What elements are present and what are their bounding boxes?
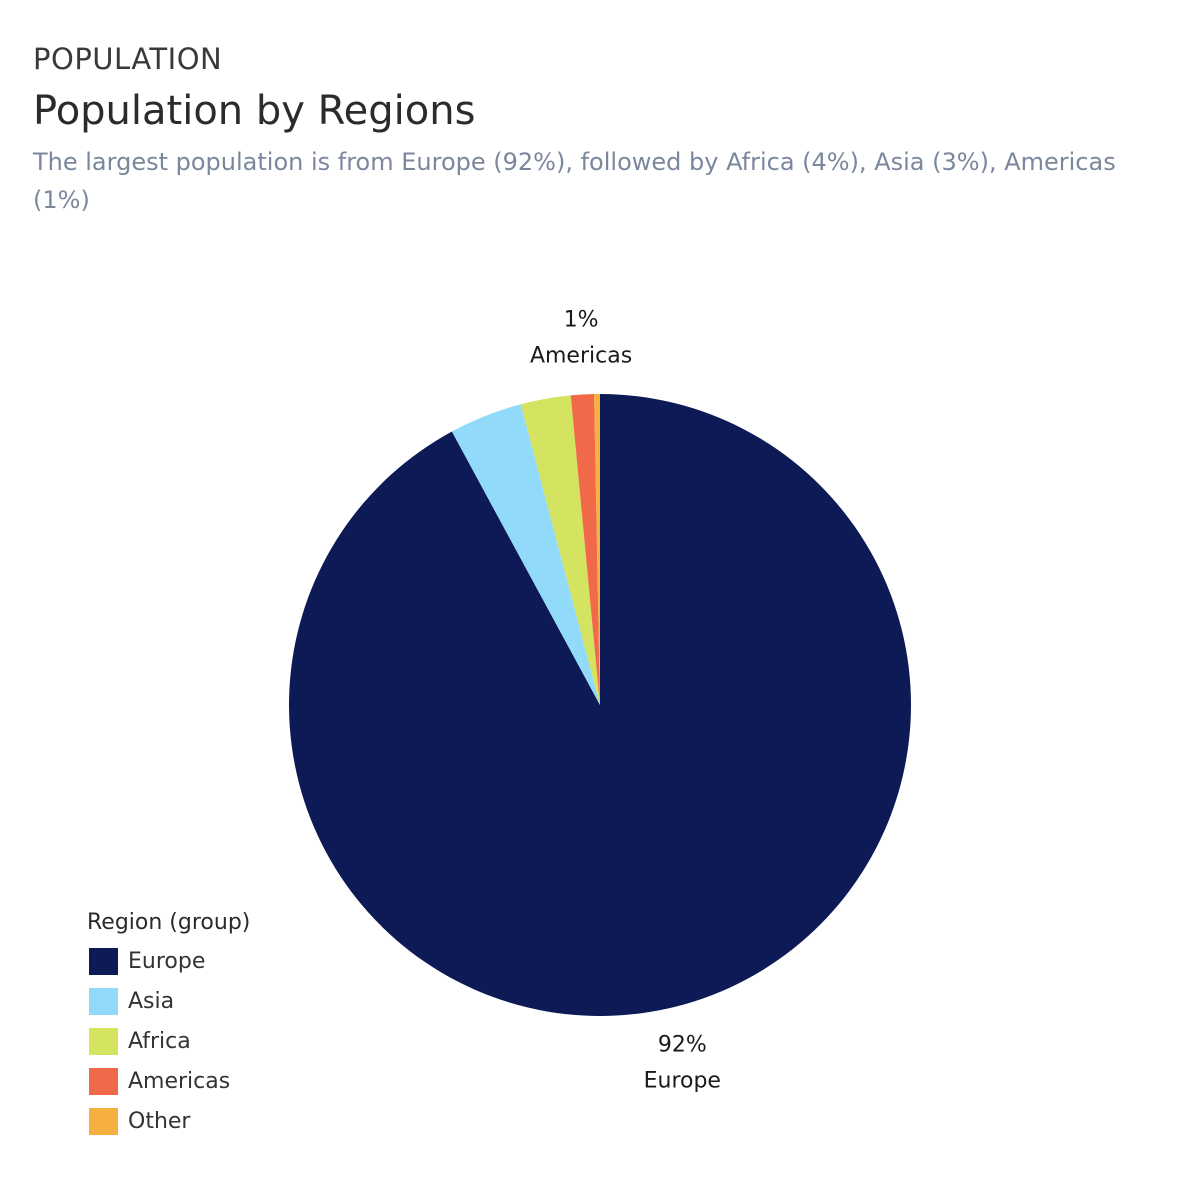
data-label-value: 1% <box>564 308 599 333</box>
legend-item-asia[interactable]: Asia <box>87 981 250 1021</box>
legend-swatch <box>89 987 118 1015</box>
chart-title: Population by Regions <box>33 88 476 134</box>
legend-label: Asia <box>128 988 175 1014</box>
legend-label: Africa <box>128 1028 191 1054</box>
data-label-value: 92% <box>658 1033 707 1058</box>
legend-item-other[interactable]: Other <box>87 1101 250 1141</box>
legend-label: Europe <box>128 948 206 974</box>
pie-slice-americas <box>570 394 600 705</box>
legend-item-africa[interactable]: Africa <box>87 1021 250 1061</box>
chart-eyebrow: POPULATION <box>33 42 223 76</box>
legend-swatch <box>89 947 118 975</box>
legend-swatch <box>89 1027 118 1055</box>
legend-swatch <box>89 1107 118 1135</box>
chart-subtitle: The largest population is from Europe (9… <box>33 148 1116 214</box>
legend-label: Americas <box>128 1068 231 1094</box>
legend-item-americas[interactable]: Americas <box>87 1061 250 1101</box>
legend-item-europe[interactable]: Europe <box>87 941 250 981</box>
pie-slice-other <box>594 394 600 705</box>
legend: Region (group) Europe Asia Africa Americas O… <box>87 910 250 1141</box>
data-label-americas: 1% Americas <box>530 308 632 369</box>
data-label-name: Americas <box>530 344 632 369</box>
data-label-europe: 92% Europe <box>644 1033 721 1094</box>
pie-slice-africa <box>520 395 600 705</box>
legend-title: Region (group) <box>87 910 251 935</box>
pie-slice-asia <box>451 404 600 705</box>
legend-swatch <box>89 1067 118 1095</box>
data-label-name: Europe <box>644 1069 721 1094</box>
legend-label: Other <box>128 1108 191 1134</box>
